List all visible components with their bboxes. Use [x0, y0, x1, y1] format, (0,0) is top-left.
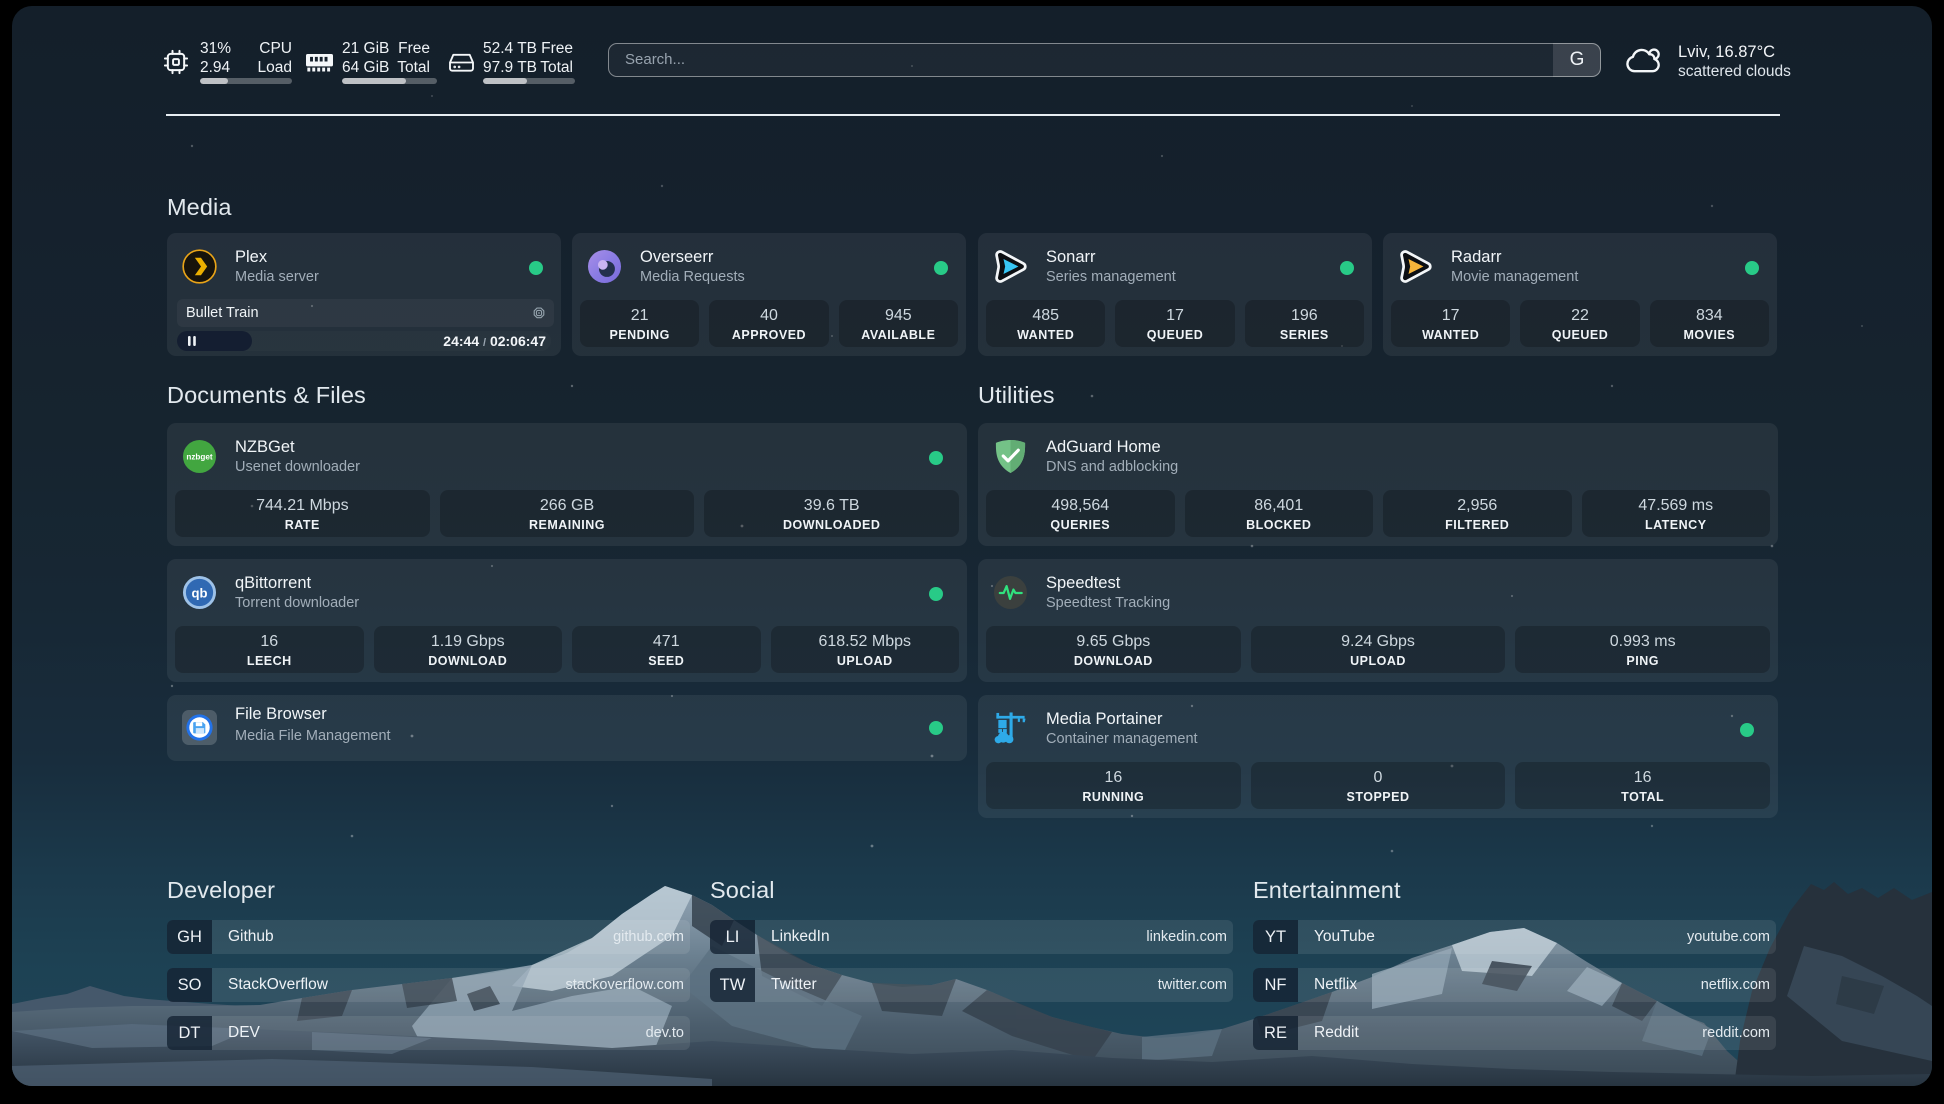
svg-text:qb: qb — [191, 585, 207, 600]
svg-text:nzbget: nzbget — [186, 452, 213, 461]
